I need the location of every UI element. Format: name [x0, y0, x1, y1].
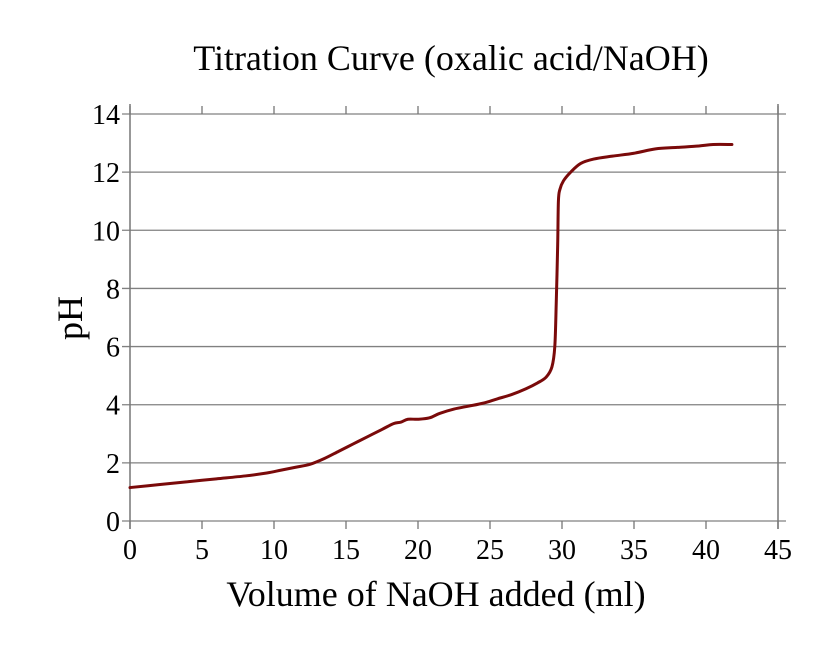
- x-tick-label: 20: [404, 535, 432, 566]
- x-tick-label: 0: [123, 535, 137, 566]
- x-tick-label: 45: [764, 535, 792, 566]
- y-tick-label: 10: [92, 216, 120, 247]
- x-tick-label: 5: [195, 535, 209, 566]
- titration-curve-line: [128, 142, 734, 490]
- y-tick-label: 4: [106, 391, 120, 422]
- x-tick-label: 15: [332, 535, 360, 566]
- x-axis-ticks: 0 5 10 15 20 25 30 35 40 45: [123, 106, 792, 566]
- x-tick-label: 10: [260, 535, 288, 566]
- y-tick-label: 6: [106, 333, 120, 364]
- x-tick-label: 40: [692, 535, 720, 566]
- y-axis-label: pH: [50, 296, 90, 340]
- axes: [129, 104, 779, 529]
- y-axis-ticks: 0 2 4 6 8 10 12 14: [92, 100, 120, 538]
- y-tick-label: 0: [106, 507, 120, 538]
- y-tick-label: 14: [92, 100, 120, 131]
- x-axis-label: Volume of NaOH added (ml): [226, 574, 645, 614]
- x-tick-label: 35: [620, 535, 648, 566]
- gridlines: [122, 113, 786, 522]
- y-tick-label: 2: [106, 449, 120, 480]
- y-tick-label: 12: [92, 158, 120, 189]
- y-tick-label: 8: [106, 274, 120, 305]
- x-tick-label: 30: [548, 535, 576, 566]
- chart-title: Titration Curve (oxalic acid/NaOH): [193, 38, 709, 78]
- x-tick-label: 25: [476, 535, 504, 566]
